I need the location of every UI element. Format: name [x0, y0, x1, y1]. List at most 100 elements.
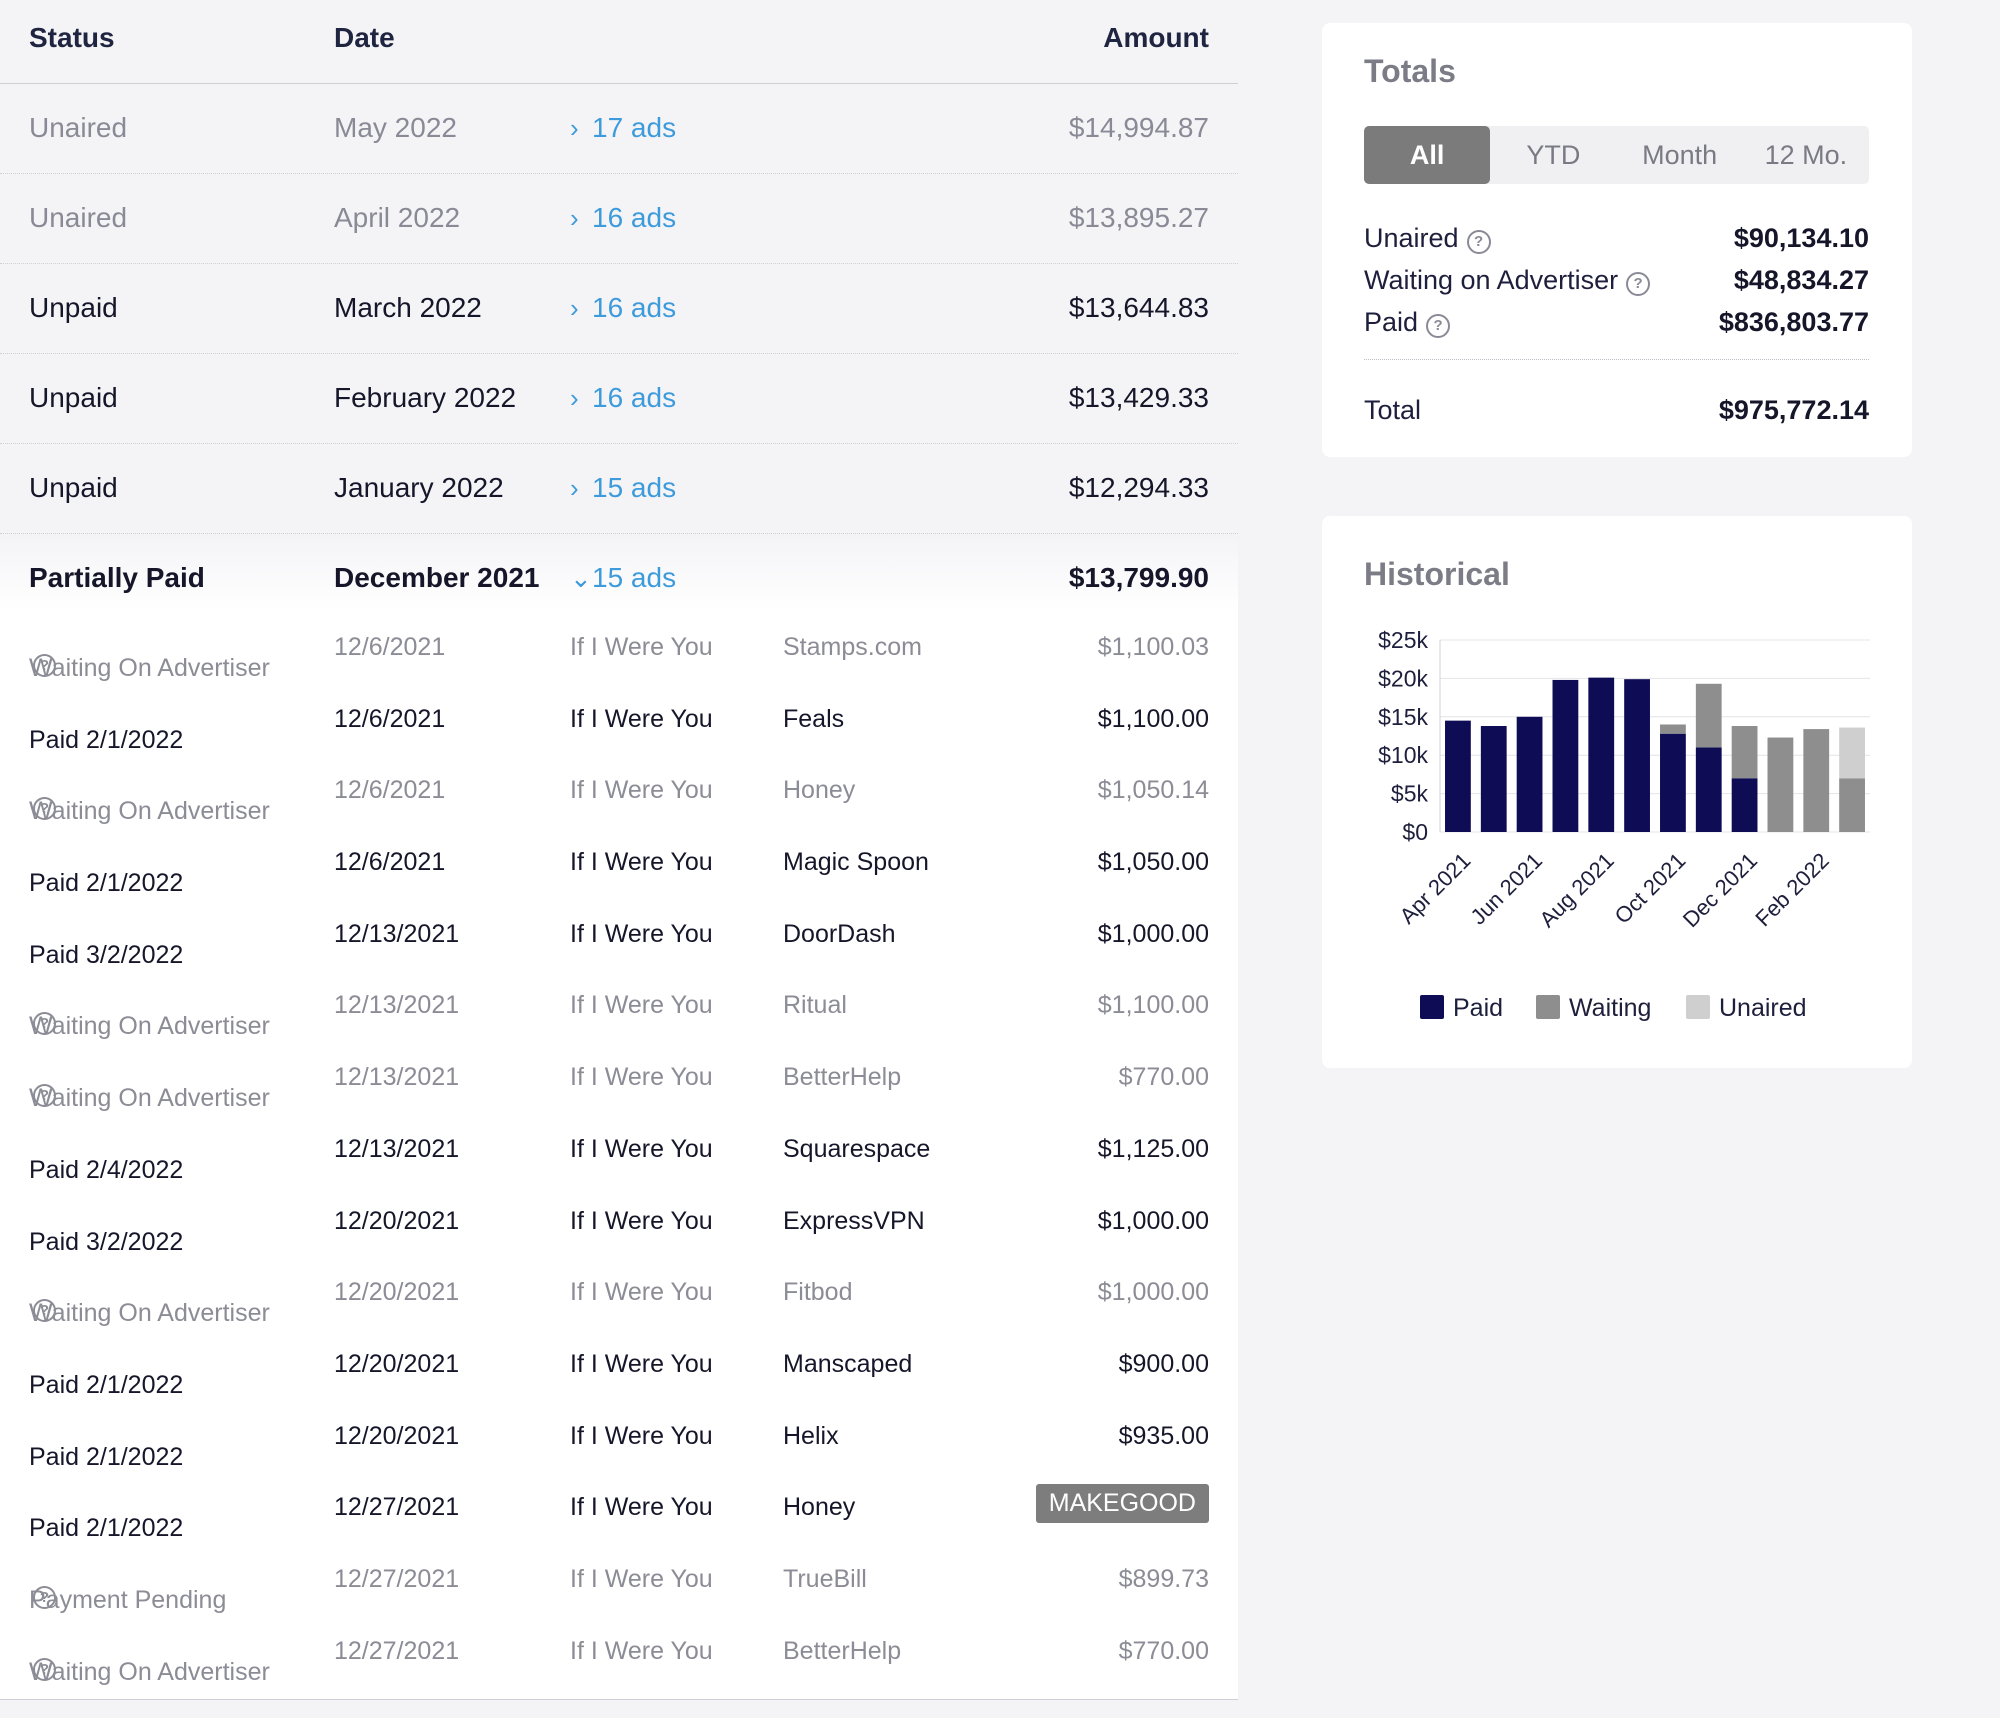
- ads-count: 15 ads: [592, 562, 677, 593]
- ad-row[interactable]: Waiting On Advertiser? 12/13/2021 If I Wer…: [0, 1042, 1238, 1114]
- ad-row[interactable]: Payment Pending? 12/27/2021 If I Were You T…: [0, 1544, 1238, 1616]
- month-status: Unaired: [29, 112, 128, 143]
- help-icon[interactable]: ?: [33, 1299, 56, 1323]
- ad-row[interactable]: Paid 2/1/2022 12/6/2021 If I Were You Feals…: [0, 684, 1238, 756]
- help-icon[interactable]: ?: [33, 654, 56, 677]
- ad-row[interactable]: Paid 2/1/2022 12/6/2021 If I Were You Magic…: [0, 827, 1238, 899]
- month-row[interactable]: Unpaid January 2022 › 15 ads $12,294.33: [0, 444, 1238, 534]
- ads-toggle[interactable]: › 17 ads: [570, 112, 676, 144]
- totals-line-text: Waiting on Advertiser: [1364, 265, 1619, 295]
- ads-toggle[interactable]: › 16 ads: [570, 292, 676, 324]
- ad-row[interactable]: Waiting On Advertiser? 12/6/2021 If I Were…: [0, 755, 1238, 827]
- y-tick-label: $25k: [1378, 627, 1428, 653]
- ad-show: If I Were You: [570, 1564, 713, 1593]
- ad-row[interactable]: Paid 3/2/2022 12/13/2021 If I Were You Door…: [0, 899, 1238, 971]
- help-icon[interactable]: ?: [33, 1012, 56, 1036]
- bar-waiting: [1660, 724, 1686, 734]
- help-icon[interactable]: ?: [33, 1084, 56, 1108]
- month-amount: $14,994.87: [1068, 112, 1209, 143]
- ad-amount: $1,000.00: [1097, 1206, 1209, 1235]
- date-column-header[interactable]: Date: [334, 22, 395, 53]
- bar-waiting: [1803, 729, 1830, 832]
- ad-show: If I Were You: [570, 1636, 713, 1665]
- help-icon[interactable]: ?: [1466, 230, 1491, 254]
- legend-swatch: [1686, 995, 1710, 1019]
- ad-row[interactable]: Waiting On Advertiser? 12/20/2021 If I Wer…: [0, 1257, 1238, 1329]
- ad-row[interactable]: Paid 2/1/2022 12/27/2021 If I Were You Hone…: [0, 1472, 1238, 1544]
- ad-show: If I Were You: [570, 1134, 713, 1163]
- totals-title: Totals: [1364, 53, 1456, 89]
- help-icon[interactable]: ?: [33, 797, 56, 821]
- period-tab[interactable]: YTD: [1526, 140, 1581, 170]
- ad-status-text: Paid 2/1/2022: [29, 869, 184, 898]
- period-tab[interactable]: 12 Mo.: [1764, 140, 1848, 170]
- ad-status-text: Paid 2/4/2022: [29, 1155, 184, 1184]
- ad-status-text: Paid 2/1/2022: [29, 1514, 184, 1543]
- ad-amount: $1,050.14: [1097, 776, 1209, 805]
- month-date: May 2022: [334, 112, 457, 143]
- ad-sponsor: Squarespace: [783, 1134, 931, 1163]
- month-row[interactable]: Unpaid February 2022 › 16 ads $13,429.33: [0, 354, 1238, 444]
- ad-status-text: Waiting On Advertiser: [29, 1084, 270, 1113]
- ad-row[interactable]: Paid 3/2/2022 12/20/2021 If I Were You Expr…: [0, 1186, 1238, 1258]
- ads-toggle[interactable]: › 16 ads: [570, 202, 676, 234]
- ad-sponsor: BetterHelp: [783, 1636, 902, 1665]
- y-tick-label: $0: [1402, 819, 1428, 845]
- month-status: Unpaid: [29, 382, 118, 413]
- ad-status-text: Waiting On Advertiser: [29, 797, 270, 826]
- ads-toggle[interactable]: ⌄15 ads: [570, 562, 676, 594]
- period-tab[interactable]: Month: [1642, 140, 1718, 170]
- ad-date: 12/6/2021: [334, 704, 446, 733]
- ad-sponsor: Honey: [783, 776, 856, 805]
- month-row-expanded[interactable]: Partially Paid December 2021 ⌄15 ads $13…: [0, 534, 1238, 612]
- ad-row[interactable]: Paid 2/4/2022 12/13/2021 If I Were You Squa…: [0, 1114, 1238, 1186]
- ad-show: If I Were You: [570, 633, 713, 661]
- legend-item-paid[interactable]: Paid: [1420, 994, 1503, 1023]
- month-row[interactable]: Unaired April 2022 › 16 ads $13,895.27: [0, 174, 1238, 264]
- ad-sponsor: Stamps.com: [783, 633, 922, 661]
- ad-amount: $1,050.00: [1097, 848, 1209, 877]
- month-rows: Unaired May 2022 › 17 ads $14,994.87 Unaired A…: [0, 84, 1238, 534]
- totals-line-text: Unaired: [1364, 223, 1459, 253]
- ad-show: If I Were You: [570, 919, 713, 948]
- totals-line-value: $90,134.10: [1733, 223, 1869, 253]
- month-row[interactable]: Unpaid March 2022 › 16 ads $13,644.83: [0, 264, 1238, 354]
- ads-toggle[interactable]: › 16 ads: [570, 382, 676, 414]
- legend-item-waiting[interactable]: Waiting: [1536, 994, 1651, 1023]
- totals-line-text: Paid: [1364, 307, 1419, 337]
- ad-status-text: Paid 2/1/2022: [29, 1442, 184, 1471]
- ads-toggle[interactable]: › 15 ads: [570, 472, 676, 504]
- legend-label: Waiting: [1569, 994, 1652, 1022]
- ad-sponsor: Fitbod: [783, 1278, 853, 1307]
- help-icon[interactable]: ?: [1426, 314, 1451, 338]
- ad-row[interactable]: Waiting On Advertiser? 12/13/2021 If I Wer…: [0, 970, 1238, 1042]
- ads-count: 17 ads: [592, 112, 677, 143]
- ad-show: If I Were You: [570, 1493, 713, 1522]
- help-icon[interactable]: ?: [33, 1585, 56, 1609]
- totals-divider: [1364, 359, 1869, 360]
- ad-row[interactable]: Waiting On Advertiser? 12/27/2021 If I Wer…: [0, 1616, 1238, 1688]
- ad-detail-list: Waiting On Advertiser? 12/6/2021 If I Were…: [0, 612, 1238, 1701]
- ad-amount: $1,100.00: [1097, 991, 1209, 1020]
- month-row[interactable]: Unaired May 2022 › 17 ads $14,994.87: [0, 84, 1238, 174]
- help-icon[interactable]: ?: [33, 1657, 56, 1681]
- legend-item-unaired[interactable]: Unaired: [1686, 994, 1807, 1023]
- totals-line: Waiting on Advertiser? $48,834.27: [1364, 265, 1869, 301]
- period-tab[interactable]: All: [1364, 126, 1491, 184]
- ad-amount: $900.00: [1118, 1349, 1209, 1378]
- amount-column-header[interactable]: Amount: [1103, 22, 1209, 53]
- ad-date: 12/13/2021: [334, 1063, 460, 1092]
- chevron-right-icon: ›: [570, 473, 579, 503]
- help-icon[interactable]: ?: [1626, 272, 1651, 296]
- ad-show: If I Were You: [570, 1421, 713, 1450]
- ad-row[interactable]: Waiting On Advertiser? 12/6/2021 If I Were…: [0, 612, 1238, 684]
- month-amount: $13,429.33: [1068, 382, 1209, 413]
- legend-label: Unaired: [1719, 994, 1807, 1022]
- ad-row[interactable]: Paid 2/1/2022 12/20/2021 If I Were You Mans…: [0, 1329, 1238, 1401]
- status-column-header[interactable]: Status: [29, 22, 115, 53]
- ad-sponsor: BetterHelp: [783, 1063, 902, 1092]
- y-tick-label: $15k: [1378, 704, 1428, 730]
- ad-amount: $770.00: [1118, 1063, 1209, 1092]
- ad-row[interactable]: Paid 2/1/2022 12/20/2021 If I Were You Heli…: [0, 1401, 1238, 1473]
